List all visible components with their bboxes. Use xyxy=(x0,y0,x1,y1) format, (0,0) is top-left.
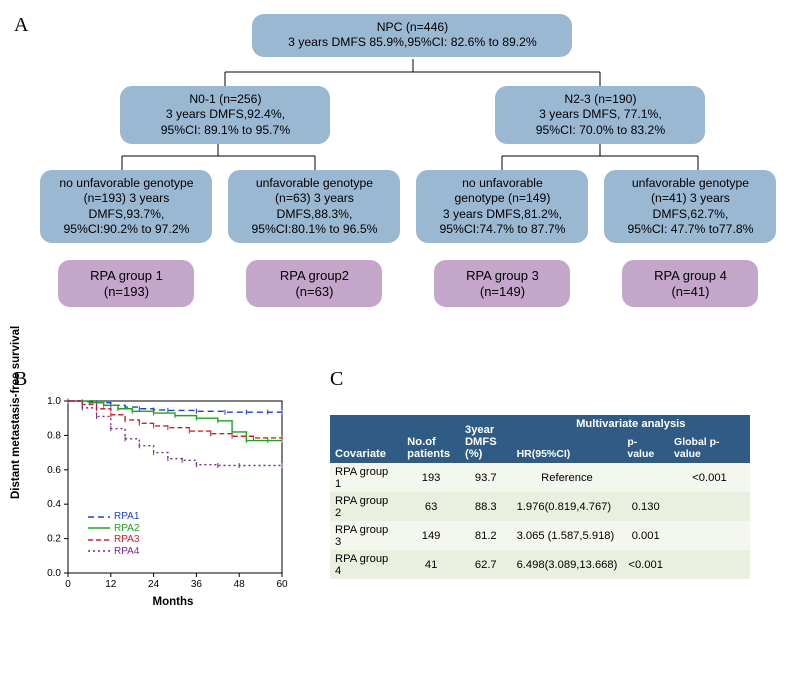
km-chart: Distant metastasis-free survival 0.00.20… xyxy=(24,391,294,606)
rpa-2: RPA group2 (n=63) xyxy=(246,260,382,307)
leaf-d: unfavorable genotype (n=41) 3 years DMFS… xyxy=(604,170,776,243)
th-covariate: Covariate xyxy=(330,415,402,463)
svg-text:0.2: 0.2 xyxy=(47,534,61,545)
th-hr: HR(95%CI) xyxy=(512,433,623,463)
svg-text:0.8: 0.8 xyxy=(47,430,61,441)
legend-item: RPA4 xyxy=(88,546,139,558)
legend-item: RPA1 xyxy=(88,511,139,523)
x-axis-title: Months xyxy=(153,596,194,608)
rpa-4: RPA group 4 (n=41) xyxy=(622,260,758,307)
svg-text:12: 12 xyxy=(105,579,117,590)
rpa-1: RPA group 1 (n=193) xyxy=(58,260,194,307)
leaf-b: unfavorable genotype (n=63) 3 years DMFS… xyxy=(228,170,400,243)
th-p: p-value xyxy=(622,433,669,463)
table-row: RPA group 44162.76.498(3.089,13.668)<0.0… xyxy=(330,550,750,579)
legend-item: RPA2 xyxy=(88,523,139,535)
legend-item: RPA3 xyxy=(88,534,139,546)
leaf-a: no unfavorable genotype (n=193) 3 years … xyxy=(40,170,212,243)
km-svg: 0.0 0.2 0.4 0.6 0.8 1.0 0 12 24 36 48 60 xyxy=(24,391,294,606)
svg-text:36: 36 xyxy=(191,579,203,590)
th-dmfs: 3year DMFS (%) xyxy=(460,415,512,463)
panel-a-label: A xyxy=(14,14,28,37)
panel-c-label: C xyxy=(330,368,750,391)
svg-text:48: 48 xyxy=(234,579,246,590)
rpa-tree: NPC (n=446) 3 years DMFS 85.9%,95%CI: 82… xyxy=(40,14,773,354)
km-legend: RPA1RPA2RPA3RPA4 xyxy=(88,511,139,557)
svg-text:0: 0 xyxy=(65,579,71,590)
tree-n01: N0-1 (n=256) 3 years DMFS,92.4%, 95%CI: … xyxy=(120,86,330,144)
svg-text:0.6: 0.6 xyxy=(47,465,61,476)
svg-text:0.4: 0.4 xyxy=(47,499,61,510)
multivariate-table: Covariate No.of patients 3year DMFS (%) … xyxy=(330,415,750,579)
svg-text:24: 24 xyxy=(148,579,160,590)
table-row: RPA group 314981.23.065 (1.587,5.918)0.0… xyxy=(330,521,750,550)
panel-b-label: B xyxy=(14,368,314,391)
leaf-c: no unfavorable genotype (n=149) 3 years … xyxy=(416,170,588,243)
table-row: RPA group 119393.7Reference<0.001 xyxy=(330,463,750,492)
tree-n23: N2-3 (n=190) 3 years DMFS, 77.1%, 95%CI:… xyxy=(495,86,705,144)
y-axis-title: Distant metastasis-free survival xyxy=(10,326,22,499)
th-n: No.of patients xyxy=(402,415,460,463)
svg-text:1.0: 1.0 xyxy=(47,396,61,407)
th-gp: Global p-value xyxy=(669,433,750,463)
th-mv: Multivariate analysis xyxy=(512,415,750,433)
table-body: RPA group 119393.7Reference<0.001RPA gro… xyxy=(330,463,750,579)
svg-text:0.0: 0.0 xyxy=(47,568,61,579)
svg-text:60: 60 xyxy=(276,579,288,590)
rpa-3: RPA group 3 (n=149) xyxy=(434,260,570,307)
tree-root: NPC (n=446) 3 years DMFS 85.9%,95%CI: 82… xyxy=(252,14,572,57)
table-row: RPA group 26388.31.976(0.819,4.767)0.130 xyxy=(330,492,750,521)
